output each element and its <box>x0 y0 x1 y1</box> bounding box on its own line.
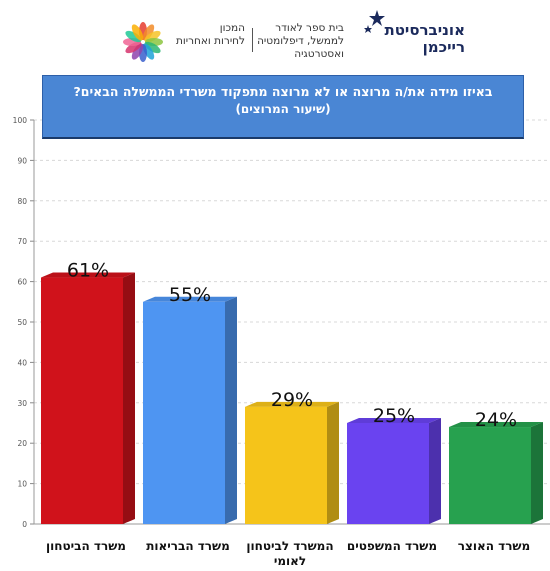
data-label: 61% <box>67 260 109 282</box>
x-tick-label: משרד המשפטים <box>346 539 438 553</box>
bar-side <box>123 272 135 524</box>
y-tick-label: 30 <box>17 399 27 408</box>
institute-name: המכון לחירות ואחריות <box>150 22 245 48</box>
data-label: 29% <box>271 389 313 411</box>
chart-title-box: באיזו מידה את/ה מרוצה או לא מרוצה מתפקוד… <box>42 75 524 139</box>
stars-icon <box>364 10 385 33</box>
y-tick-label: 40 <box>17 358 27 367</box>
bar <box>41 277 123 524</box>
bar-side <box>531 422 543 524</box>
institute-line-1: המכון <box>219 22 245 34</box>
reichman-line-2: רייכמן <box>422 38 465 56</box>
header: אוניברסיטת רייכמן בית ספר לאודר לממשל, ד… <box>0 0 550 72</box>
school-line-2: לממשל, דיפלומטיה <box>257 35 344 47</box>
flower-petal <box>142 24 155 41</box>
y-tick-label: 20 <box>17 439 27 448</box>
data-label: 25% <box>373 405 415 427</box>
bar-side <box>327 401 339 524</box>
x-tick-label: משרד הבריאות <box>146 539 230 553</box>
data-label: 55% <box>169 284 211 306</box>
x-tick-label: משרד הביטחון <box>46 539 126 553</box>
y-tick-label: 90 <box>17 156 27 165</box>
chart-title: באיזו מידה את/ה מרוצה או לא מרוצה מתפקוד… <box>73 84 493 99</box>
x-tick-label: המשרד לביטחון לאומי <box>246 539 334 568</box>
bar <box>449 427 531 524</box>
institute-line-2: לחירות ואחריות <box>176 35 245 47</box>
chart-subtitle: (שיעור המרוצים) <box>235 102 331 116</box>
y-tick-label: 100 <box>13 116 28 125</box>
bar-top <box>41 272 135 278</box>
reichman-university-name: אוניברסיטת רייכמן <box>355 22 465 56</box>
school-line-1: בית ספר לאודר <box>275 22 344 34</box>
bar-top <box>245 401 339 407</box>
flower-icon <box>123 22 163 62</box>
reichman-line-1: אוניברסיטת <box>384 21 465 39</box>
bar-top <box>449 422 543 428</box>
bar <box>347 423 429 524</box>
y-tick-label: 10 <box>17 480 27 489</box>
bar-top <box>347 418 441 423</box>
flower-petal <box>131 43 144 60</box>
x-tick-label: משרד האוצר <box>457 539 531 553</box>
school-name: בית ספר לאודר לממשל, דיפלומטיה ואסטרטגיה <box>250 22 344 61</box>
bar-side <box>225 296 237 524</box>
flower-petal <box>125 30 142 43</box>
y-tick-label: 80 <box>17 197 27 206</box>
header-divider <box>252 28 253 52</box>
data-label: 24% <box>475 409 517 431</box>
school-line-3: ואסטרטגיה <box>294 48 344 60</box>
bar <box>245 406 327 524</box>
bar-side <box>429 418 441 524</box>
flower-petal <box>144 41 161 54</box>
y-tick-label: 50 <box>17 318 27 327</box>
y-tick-label: 70 <box>17 237 27 246</box>
y-tick-label: 0 <box>22 520 27 529</box>
flower-petal <box>131 24 144 41</box>
y-tick-label: 60 <box>17 278 27 287</box>
bar-top <box>143 296 237 302</box>
bar <box>143 301 225 524</box>
